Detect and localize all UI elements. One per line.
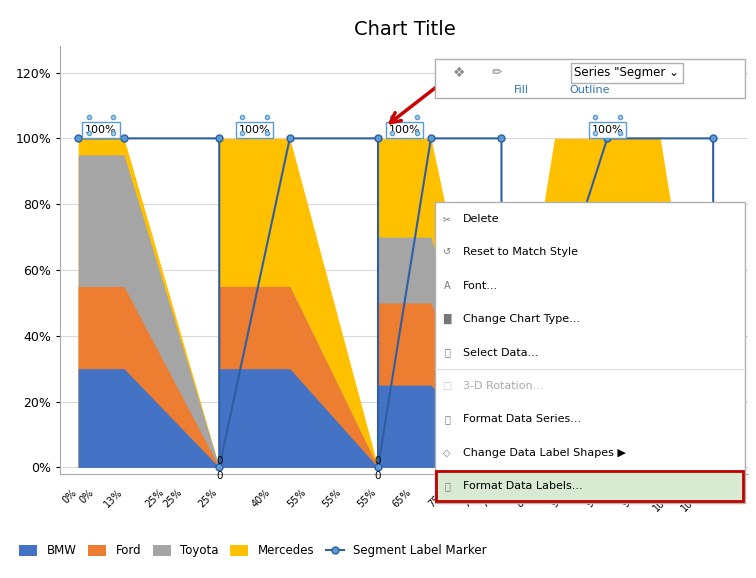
Text: 0: 0: [216, 455, 222, 466]
Text: 0: 0: [710, 455, 717, 466]
Text: 0%: 0%: [78, 487, 96, 505]
Text: 0: 0: [375, 471, 381, 481]
Text: 0: 0: [710, 471, 717, 481]
Text: 90%: 90%: [585, 487, 607, 509]
Text: 55%: 55%: [355, 487, 378, 509]
Text: 90%: 90%: [550, 487, 572, 509]
Text: 55%: 55%: [321, 487, 342, 509]
Legend: BMW, Ford, Toyota, Mercedes, Segment Label Marker: BMW, Ford, Toyota, Mercedes, Segment Lab…: [15, 540, 491, 562]
Text: 100%: 100%: [85, 125, 117, 135]
Text: Reset to Match Style: Reset to Match Style: [463, 247, 578, 257]
Text: 3-D Rotation...: 3-D Rotation...: [463, 381, 543, 391]
Text: Series "Segmer ⌄: Series "Segmer ⌄: [575, 66, 680, 79]
Title: Chart Title: Chart Title: [354, 20, 455, 39]
Text: 0: 0: [375, 455, 381, 466]
Text: 65%: 65%: [391, 487, 414, 509]
Text: ✂: ✂: [443, 214, 451, 224]
Text: 75%: 75%: [426, 487, 448, 509]
Text: █: █: [443, 314, 451, 324]
Text: ⬜: ⬜: [445, 347, 450, 358]
Text: 13%: 13%: [102, 487, 124, 509]
Text: ✏: ✏: [491, 66, 502, 79]
Text: 95%: 95%: [621, 487, 643, 509]
Text: 25%: 25%: [197, 487, 219, 509]
Text: ⬜: ⬜: [445, 481, 450, 491]
Text: 100%: 100%: [680, 487, 706, 514]
Text: ↺: ↺: [443, 247, 451, 257]
Text: 100%: 100%: [652, 487, 678, 514]
Text: Font...: Font...: [463, 281, 497, 291]
Text: Change Data Label Shapes ▶: Change Data Label Shapes ▶: [463, 448, 625, 458]
Text: Select Data...: Select Data...: [463, 347, 538, 358]
Text: □: □: [442, 381, 452, 391]
Text: ⬜: ⬜: [445, 414, 450, 424]
Text: 0: 0: [498, 455, 505, 466]
Text: Format Data Labels...: Format Data Labels...: [463, 481, 582, 491]
Text: Change Chart Type...: Change Chart Type...: [463, 314, 580, 324]
FancyBboxPatch shape: [436, 471, 743, 501]
Text: 100%: 100%: [239, 125, 271, 135]
Text: ❖: ❖: [454, 65, 466, 80]
Text: 75%: 75%: [479, 487, 501, 509]
Text: A: A: [444, 281, 451, 291]
FancyBboxPatch shape: [435, 202, 745, 503]
Text: 0: 0: [216, 471, 222, 481]
Text: 83%: 83%: [515, 487, 537, 509]
Text: 25%: 25%: [144, 487, 166, 509]
Text: 25%: 25%: [162, 487, 184, 509]
Text: Delete: Delete: [463, 214, 499, 224]
Text: 55%: 55%: [285, 487, 308, 509]
FancyBboxPatch shape: [435, 59, 745, 98]
Text: 75%: 75%: [461, 487, 484, 509]
Text: Format Data Series...: Format Data Series...: [463, 414, 581, 424]
Text: Outline: Outline: [569, 86, 610, 95]
Text: 0%: 0%: [60, 487, 78, 505]
Text: ◇: ◇: [443, 448, 451, 458]
Text: 0: 0: [498, 471, 505, 481]
Text: 100%: 100%: [591, 125, 623, 135]
Text: 40%: 40%: [250, 487, 272, 509]
Text: Fill: Fill: [514, 86, 529, 95]
Text: 100%: 100%: [389, 125, 420, 135]
